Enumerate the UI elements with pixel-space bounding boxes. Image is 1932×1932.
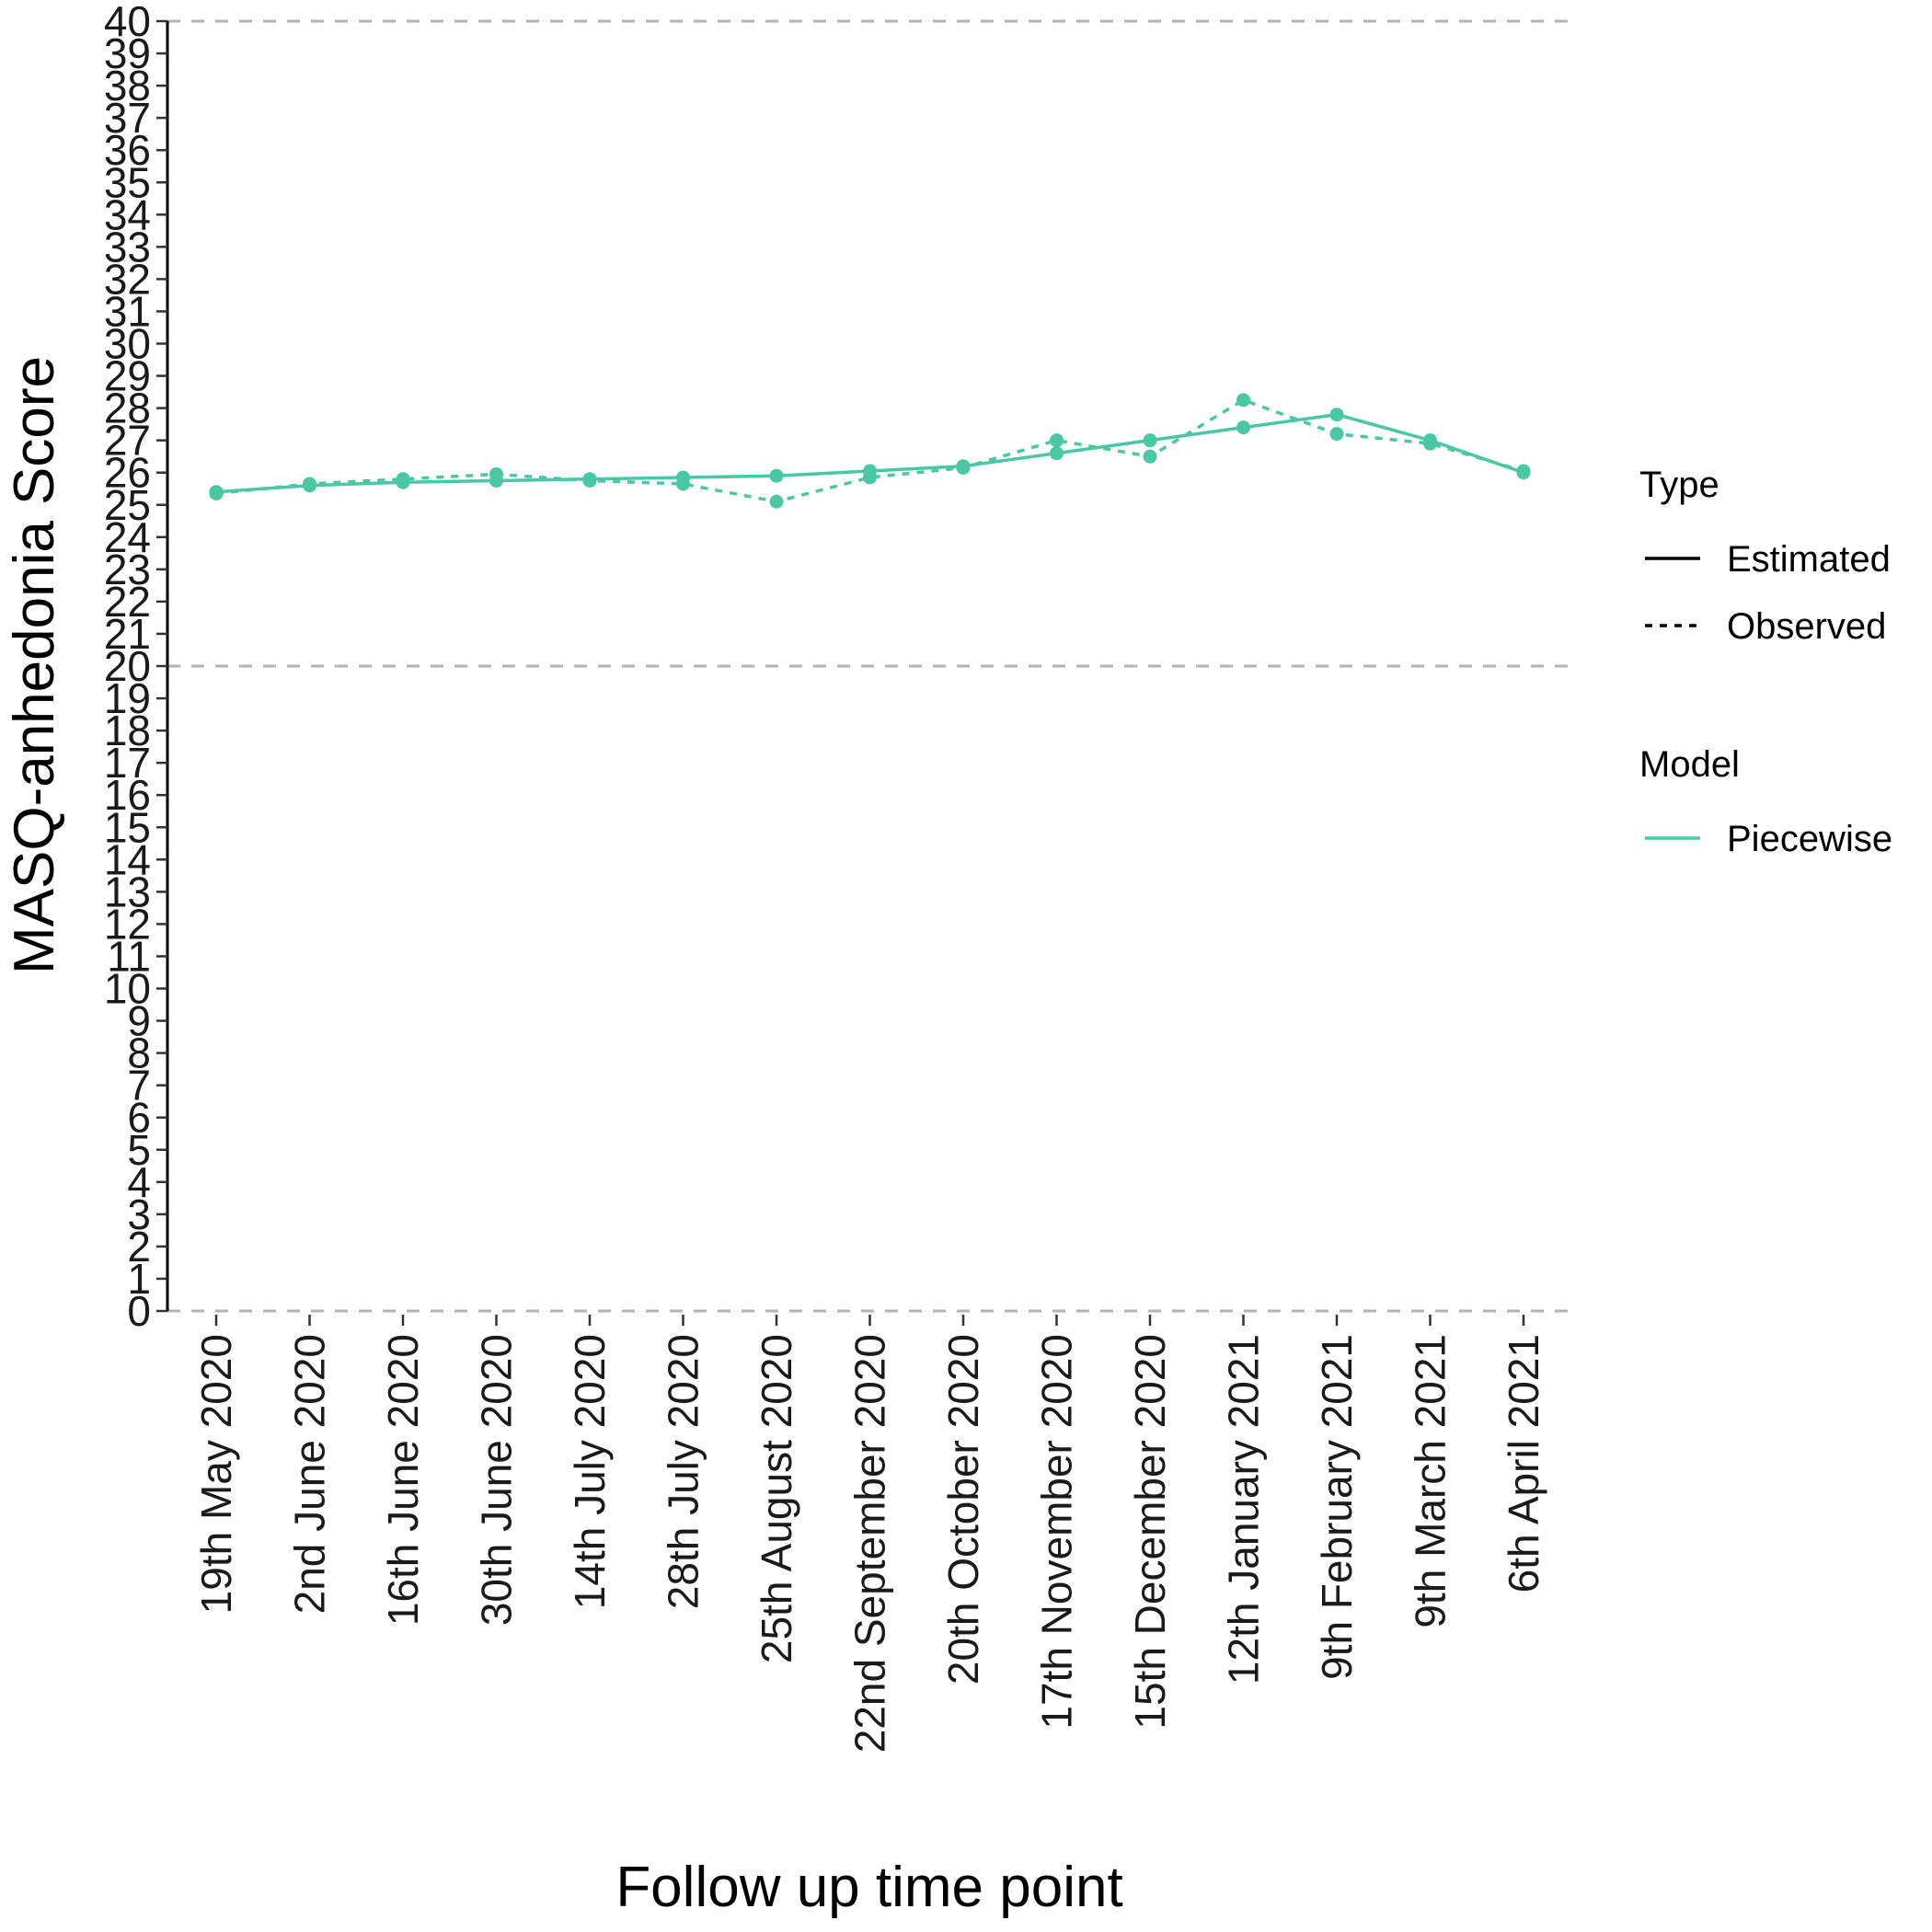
legend-label-estimated: Estimated xyxy=(1727,539,1891,580)
x-tick-label-12: 9th February 2021 xyxy=(1313,1334,1361,1680)
y-axis-title: MASQ-anhedonia Score xyxy=(3,356,66,974)
x-axis: 19th May 2020 2nd June 2020 16th June 2020… xyxy=(192,1315,1547,1753)
x-tick-label-7: 22nd September 2020 xyxy=(846,1334,894,1753)
point-observed-1 xyxy=(303,477,316,490)
point-observed-10 xyxy=(1144,450,1157,464)
x-tick-label-1: 2nd June 2020 xyxy=(286,1334,334,1614)
point-estimated-10 xyxy=(1144,433,1157,447)
reference-lines xyxy=(167,21,1569,1311)
x-axis-title: Follow up time point xyxy=(615,1856,1122,1919)
x-tick-label-11: 12th January 2021 xyxy=(1220,1334,1268,1685)
y-tick-label-40: 40 xyxy=(104,0,151,45)
point-estimated-12 xyxy=(1330,408,1344,421)
point-observed-9 xyxy=(1050,433,1064,447)
x-tick-label-3: 30th June 2020 xyxy=(473,1334,521,1626)
x-tick-label-2: 16th June 2020 xyxy=(379,1334,427,1626)
point-observed-5 xyxy=(676,477,690,490)
x-tick-label-6: 25th August 2020 xyxy=(753,1334,800,1663)
x-tick-label-8: 20th October 2020 xyxy=(939,1334,987,1685)
x-tick-label-0: 19th May 2020 xyxy=(192,1334,240,1614)
point-observed-4 xyxy=(583,474,597,488)
x-tick-label-14: 6th April 2021 xyxy=(1500,1334,1547,1593)
point-estimated-6 xyxy=(770,469,784,483)
legend-type-title: Type xyxy=(1639,465,1719,505)
x-tick-label-4: 14th July 2020 xyxy=(566,1334,614,1609)
x-tick-label-13: 9th March 2021 xyxy=(1407,1334,1455,1628)
legend: Type Estimated Observed Model Piecewise xyxy=(1639,465,1892,859)
y-axis: 0123456789101112131415161718192021222324… xyxy=(104,0,167,1335)
point-observed-6 xyxy=(770,495,784,509)
point-observed-8 xyxy=(957,461,971,475)
series-layer xyxy=(210,393,1531,508)
point-estimated-9 xyxy=(1050,446,1064,460)
point-observed-12 xyxy=(1330,427,1344,441)
legend-model-title: Model xyxy=(1639,744,1740,785)
point-observed-3 xyxy=(489,467,503,481)
point-estimated-11 xyxy=(1236,420,1250,434)
point-observed-7 xyxy=(863,470,877,484)
x-tick-label-9: 17th November 2020 xyxy=(1033,1334,1081,1730)
point-observed-14 xyxy=(1517,464,1531,477)
point-observed-11 xyxy=(1236,393,1250,407)
x-tick-label-5: 28th July 2020 xyxy=(660,1334,707,1609)
legend-label-piecewise: Piecewise xyxy=(1727,819,1892,859)
point-observed-13 xyxy=(1423,437,1437,451)
point-observed-0 xyxy=(210,487,224,500)
legend-label-observed: Observed xyxy=(1727,606,1886,647)
point-observed-2 xyxy=(397,472,410,486)
x-tick-label-10: 15th December 2020 xyxy=(1126,1334,1174,1730)
